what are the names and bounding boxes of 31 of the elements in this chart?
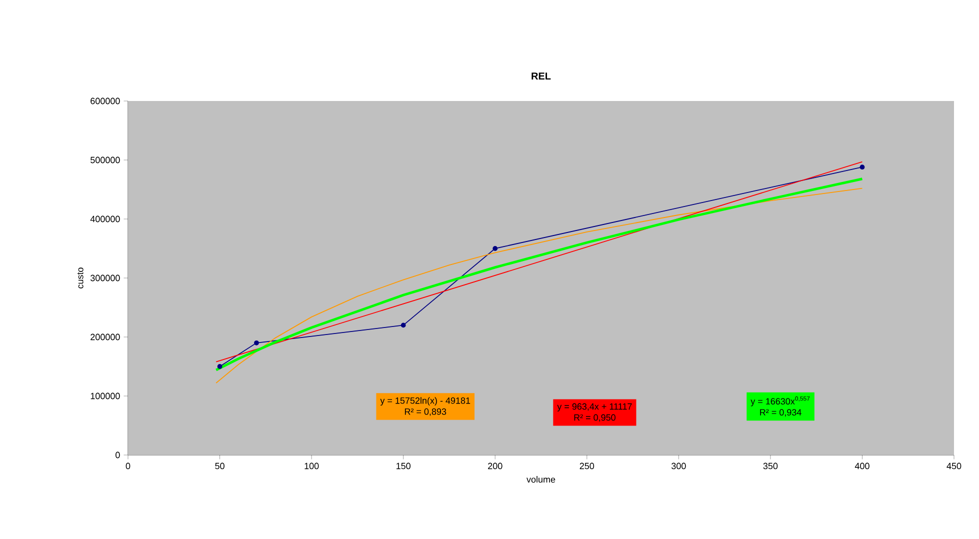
annotation: R² = 0,893 (404, 408, 446, 416)
annotation: R² = 0,934 (760, 409, 802, 417)
x-tick-label: 250 (580, 462, 594, 470)
annotation: y = 15752ln(x) - 49181 (380, 397, 470, 406)
annotation: y = 16630x$^{0,557}$ (750, 396, 810, 406)
x-tick-label: 100 (304, 462, 319, 470)
x-tick-label: 200 (488, 462, 502, 470)
point (217, 364, 222, 369)
annotation: y = 963,4x + 11117 (557, 403, 632, 412)
x-tick-label: 450 (946, 462, 962, 470)
x-tick-label: 150 (396, 462, 410, 470)
annotation: R² = 0,950 (574, 414, 616, 422)
y-tick-label: 500000 (90, 156, 120, 164)
point (860, 164, 865, 170)
y-axis-title: custo (77, 268, 84, 288)
y-tick-label: 600000 (90, 98, 120, 104)
x-tick-label: 350 (763, 462, 778, 470)
y-tick-label: 0 (116, 452, 120, 458)
y-tick-label: 200000 (90, 334, 120, 340)
point (400, 322, 406, 328)
x-tick-label: 50 (215, 462, 224, 470)
y-tick-label: 300000 (90, 274, 120, 282)
x-tick-label: 400 (854, 462, 870, 470)
y-tick-label: 100000 (90, 392, 120, 400)
x-tick-label: 300 (672, 462, 686, 470)
point (492, 246, 498, 251)
chart-title: REL (532, 72, 551, 80)
x-axis-title: volume (526, 476, 556, 483)
x-tick-label: 0 (126, 462, 130, 470)
point (254, 340, 259, 346)
y-tick-label: 400000 (90, 216, 120, 222)
